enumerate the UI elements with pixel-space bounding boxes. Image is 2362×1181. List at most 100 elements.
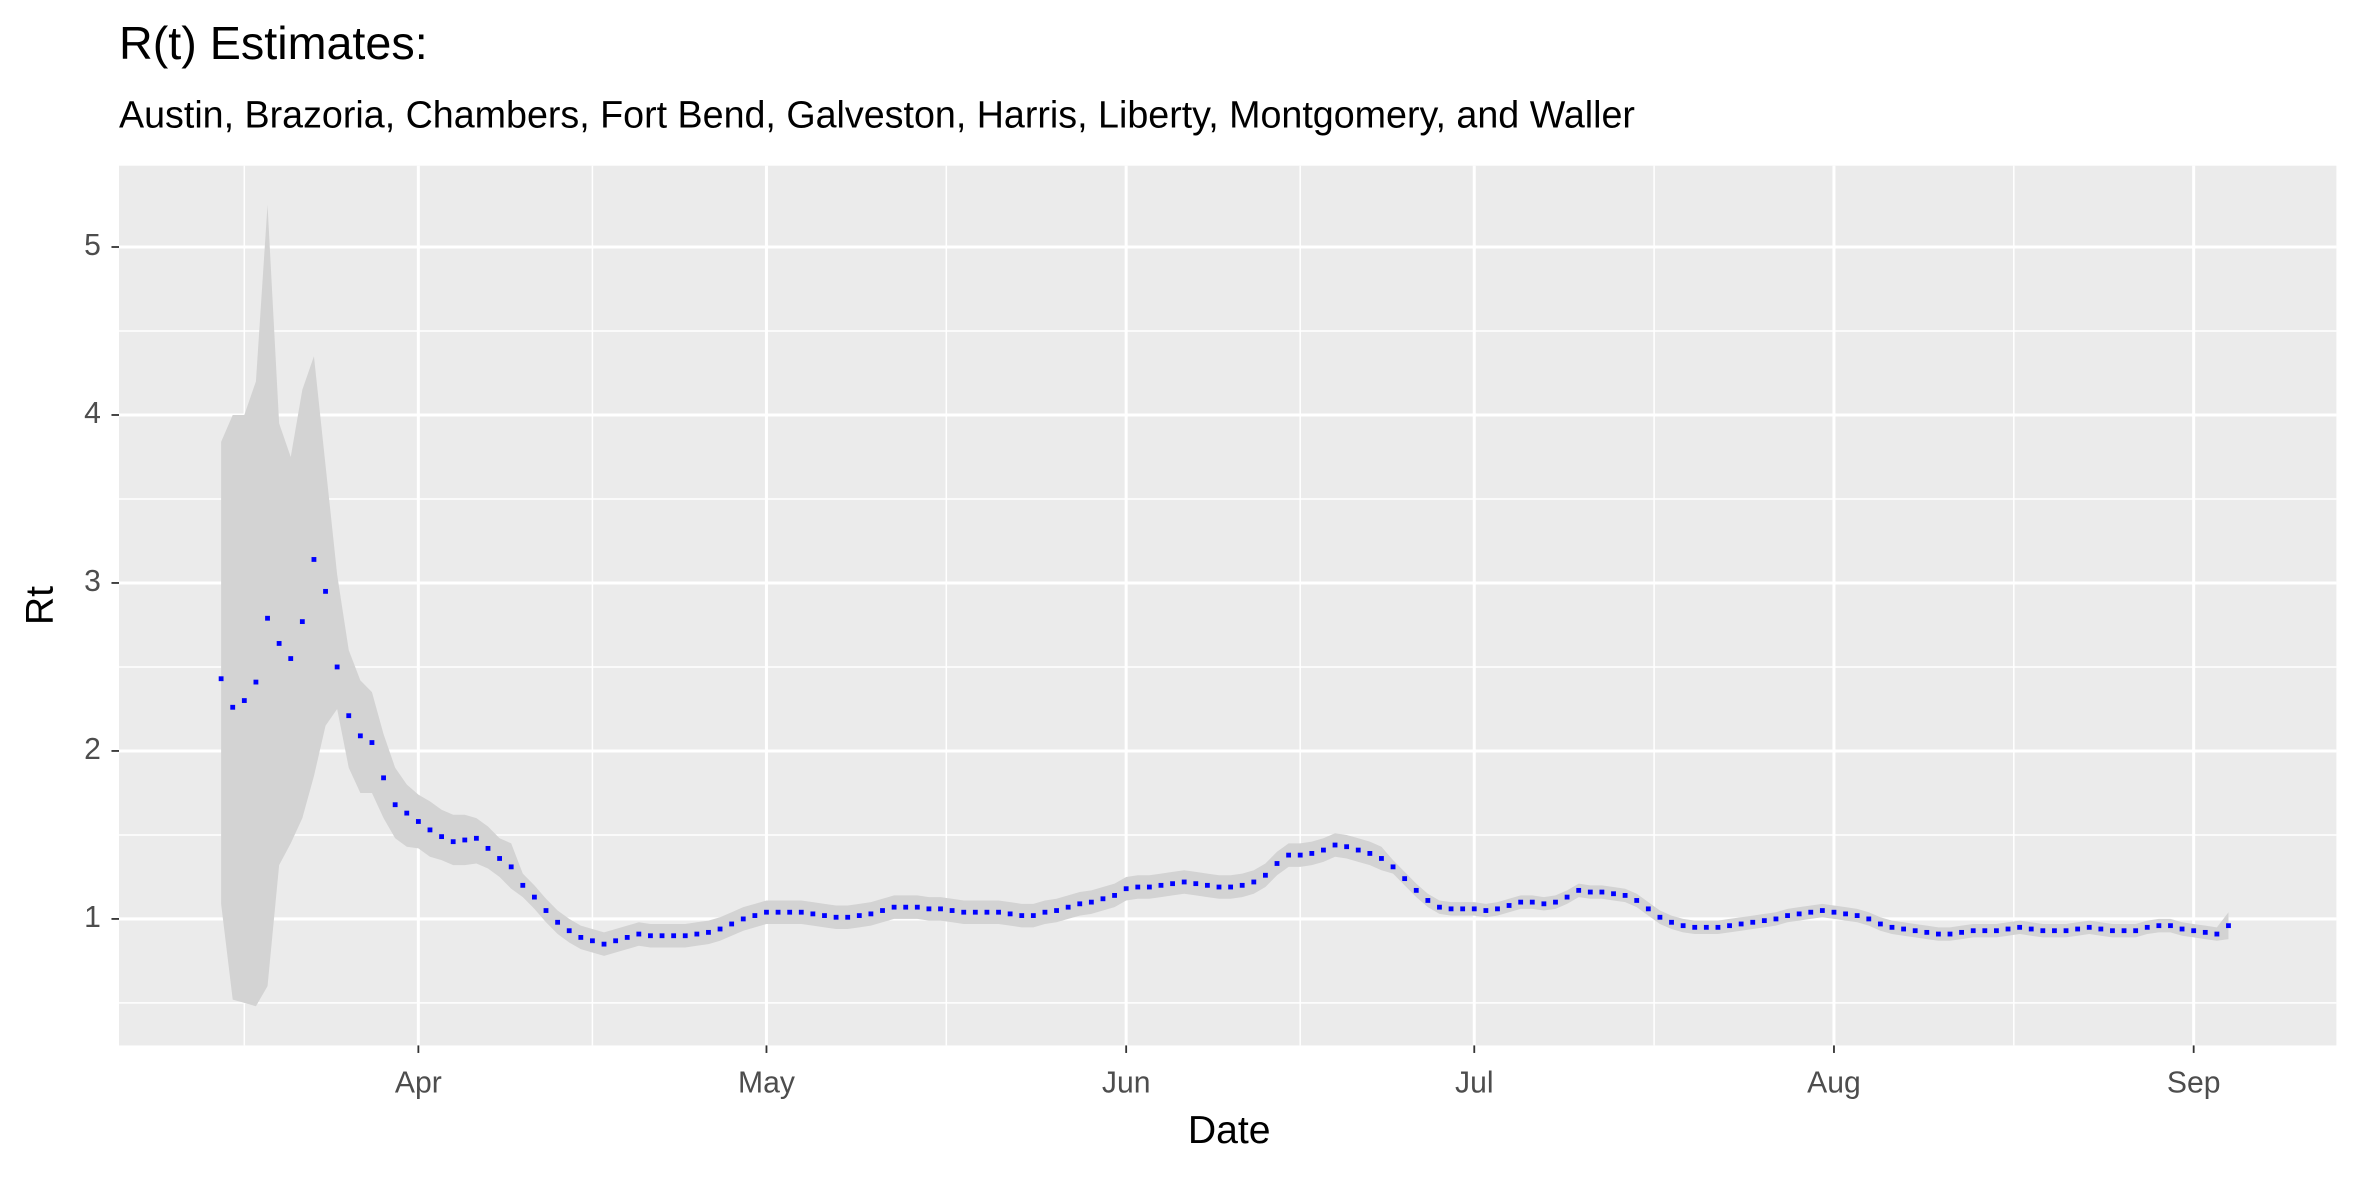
rt-point	[404, 810, 410, 816]
rt-point	[764, 909, 769, 915]
rt-point	[1912, 928, 1918, 934]
x-tick-label: Jun	[1102, 1067, 1151, 1100]
x-tick-label: Sep	[2167, 1067, 2221, 1100]
rt-point	[2202, 929, 2208, 935]
rt-point	[218, 676, 224, 682]
rt-point	[903, 904, 909, 910]
rt-point	[717, 926, 723, 932]
chart-subtitle: Austin, Brazoria, Chambers, Fort Bend, G…	[119, 93, 1635, 135]
rt-point	[1460, 906, 1466, 912]
rt-point	[729, 921, 735, 927]
rt-point	[1344, 844, 1350, 850]
rt-point	[253, 679, 259, 685]
rt-point	[1889, 924, 1895, 930]
rt-point	[1077, 901, 1083, 907]
plot-panel	[119, 165, 2337, 1046]
rt-point	[659, 933, 665, 939]
rt-point	[1692, 924, 1698, 930]
rt-point	[334, 664, 340, 670]
rt-point	[450, 839, 456, 845]
rt-point	[1970, 928, 1976, 934]
rt-point	[1367, 851, 1373, 856]
rt-point	[1448, 906, 1454, 912]
rt-point	[555, 919, 561, 925]
rt-point	[1924, 929, 1930, 935]
rt-point	[1773, 916, 1779, 922]
rt-point	[613, 938, 619, 944]
rt-point	[566, 928, 572, 934]
rt-point	[1959, 929, 1965, 935]
rt-point	[1877, 921, 1883, 927]
rt-point	[578, 935, 584, 940]
rt-point	[2110, 928, 2115, 934]
rt-point	[1854, 913, 1860, 918]
rt-point	[1831, 909, 1837, 915]
rt-point	[346, 713, 352, 719]
rt-point	[1158, 882, 1164, 888]
rt-point	[369, 740, 375, 745]
rt-point	[1982, 928, 1988, 934]
rt-point	[1576, 887, 1582, 893]
rt-point	[1030, 913, 1036, 918]
rt-point	[914, 904, 920, 910]
y-tick-label: 4	[84, 397, 101, 430]
rt-point	[1193, 881, 1199, 887]
rt-point	[1379, 856, 1384, 861]
rt-point	[1564, 894, 1570, 900]
x-axis-title: Date	[1188, 1109, 1271, 1152]
rt-point	[2168, 923, 2173, 929]
confidence-band	[221, 205, 2229, 1007]
rt-point	[1413, 887, 1419, 893]
rt-point	[1170, 881, 1175, 887]
rt-point	[1262, 872, 1268, 878]
rt-point	[972, 909, 978, 915]
rt-point	[381, 775, 386, 781]
rt-point	[473, 835, 479, 841]
rt-point	[1123, 886, 1129, 892]
rt-point	[984, 909, 990, 915]
rt-point	[1541, 901, 1547, 907]
rt-point	[2005, 926, 2011, 932]
rt-point	[1622, 893, 1628, 898]
rt-point	[856, 913, 862, 918]
x-tick-label: Aug	[1807, 1067, 1861, 1100]
rt-point	[740, 916, 746, 922]
rt-point	[1506, 903, 1512, 908]
rt-point	[868, 911, 874, 917]
rt-point	[2179, 926, 2185, 932]
rt-point	[265, 615, 270, 621]
rt-point	[439, 834, 444, 840]
rt-point	[798, 909, 804, 915]
x-tick-label: Jul	[1455, 1067, 1494, 1100]
rt-point	[543, 908, 549, 913]
rt-point	[1309, 851, 1315, 856]
rt-point	[2028, 926, 2034, 932]
rt-point	[1727, 923, 1732, 929]
rt-point	[1669, 919, 1674, 925]
rt-point	[682, 933, 688, 939]
rt-point	[590, 938, 595, 944]
rt-point	[1054, 908, 1059, 913]
rt-point	[1483, 908, 1489, 913]
rt-point	[624, 935, 630, 940]
rt-point	[2063, 928, 2069, 934]
rt-point	[323, 588, 328, 594]
rt-point	[299, 619, 305, 625]
rt-point	[1796, 911, 1802, 917]
rt-point	[1042, 909, 1048, 915]
rt-point	[2040, 928, 2046, 934]
rt-point	[1843, 911, 1848, 917]
rt-point	[1703, 924, 1709, 930]
rt-point	[1495, 906, 1500, 912]
rt-point	[1100, 896, 1106, 902]
rt-point	[1425, 898, 1431, 903]
rt-point	[2121, 928, 2127, 934]
rt-point	[1738, 921, 1744, 927]
rt-point	[311, 557, 317, 562]
rt-point	[230, 704, 236, 710]
rt-point	[1146, 884, 1152, 890]
rt-point	[810, 911, 816, 917]
rt-point	[1471, 906, 1477, 912]
y-tick-label: 2	[84, 733, 101, 766]
rt-point	[2086, 924, 2092, 930]
